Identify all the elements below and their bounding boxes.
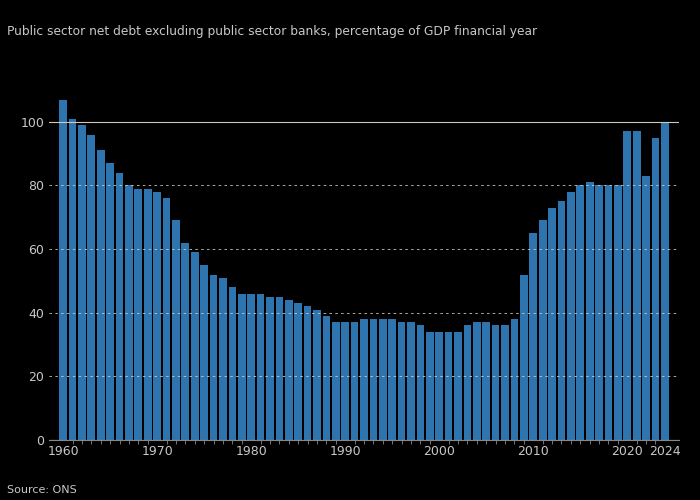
Bar [294, 303, 302, 440]
Bar [285, 300, 293, 440]
Bar [539, 220, 547, 440]
Bar [210, 274, 218, 440]
Bar [614, 186, 622, 440]
Bar [633, 132, 641, 440]
Bar [247, 294, 255, 440]
Bar [134, 188, 142, 440]
Bar [416, 326, 424, 440]
Bar [69, 118, 76, 440]
Bar [342, 322, 349, 440]
Bar [304, 306, 312, 440]
Bar [510, 319, 518, 440]
Bar [97, 150, 104, 440]
Bar [426, 332, 434, 440]
Bar [444, 332, 452, 440]
Bar [153, 192, 161, 440]
Bar [276, 297, 284, 440]
Bar [558, 202, 566, 440]
Bar [389, 319, 396, 440]
Bar [595, 186, 603, 440]
Bar [435, 332, 443, 440]
Bar [454, 332, 462, 440]
Bar [529, 233, 537, 440]
Bar [351, 322, 358, 440]
Bar [463, 326, 471, 440]
Bar [482, 322, 490, 440]
Bar [661, 122, 668, 440]
Bar [116, 172, 123, 440]
Bar [106, 163, 114, 440]
Bar [200, 265, 208, 440]
Bar [586, 182, 594, 440]
Bar [520, 274, 528, 440]
Bar [407, 322, 415, 440]
Bar [642, 176, 650, 440]
Bar [332, 322, 340, 440]
Bar [501, 326, 509, 440]
Bar [266, 297, 274, 440]
Bar [219, 278, 227, 440]
Bar [473, 322, 481, 440]
Bar [238, 294, 246, 440]
Bar [78, 125, 86, 440]
Text: Public sector net debt excluding public sector banks, percentage of GDP financia: Public sector net debt excluding public … [7, 25, 537, 38]
Bar [492, 326, 500, 440]
Bar [360, 319, 368, 440]
Bar [60, 100, 67, 440]
Bar [88, 134, 95, 440]
Bar [624, 132, 631, 440]
Text: Source: ONS: Source: ONS [7, 485, 77, 495]
Bar [652, 138, 659, 440]
Bar [576, 186, 584, 440]
Bar [191, 252, 199, 440]
Bar [379, 319, 386, 440]
Bar [162, 198, 170, 440]
Bar [144, 188, 152, 440]
Bar [548, 208, 556, 440]
Bar [228, 288, 236, 440]
Bar [605, 186, 612, 440]
Bar [181, 242, 189, 440]
Bar [257, 294, 265, 440]
Bar [313, 310, 321, 440]
Bar [370, 319, 377, 440]
Bar [172, 220, 180, 440]
Bar [323, 316, 330, 440]
Bar [567, 192, 575, 440]
Bar [398, 322, 405, 440]
Bar [125, 186, 133, 440]
